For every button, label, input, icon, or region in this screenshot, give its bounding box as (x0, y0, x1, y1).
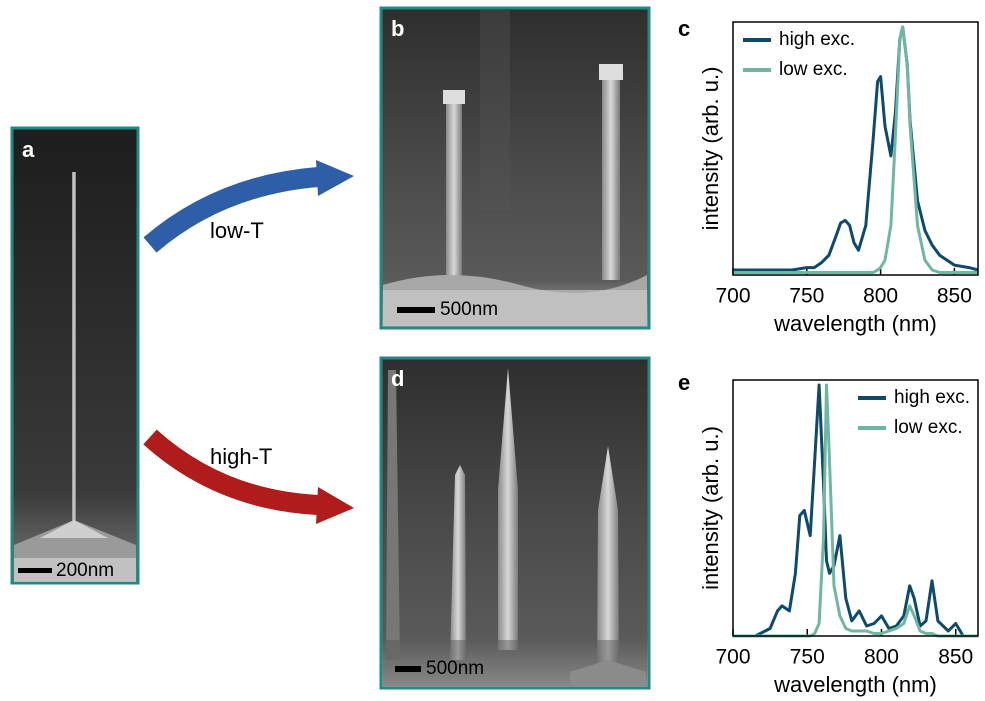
arrow-head (316, 160, 354, 196)
sem-panel-b: b 500nm (379, 6, 651, 330)
arrow-label: low-T (210, 218, 264, 243)
x-tick-label: 850 (937, 285, 972, 308)
x-tick-label: 700 (715, 646, 750, 669)
arrows: low-T high-T (143, 160, 354, 524)
x-tick-label: 800 (864, 646, 899, 669)
x-axis-label: wavelength (nm) (773, 311, 937, 336)
panel-label: c (678, 16, 690, 41)
x-tick-label: 750 (789, 285, 824, 308)
x-tick-label: 850 (938, 646, 973, 669)
y-axis-label: intensity (arb. u.) (698, 426, 723, 590)
x-tick-label: 750 (790, 646, 825, 669)
panel-label: d (391, 366, 404, 391)
arrow (143, 429, 319, 515)
x-tick-label: 800 (863, 285, 898, 308)
legend-label: high exc. (894, 387, 970, 408)
panel-label: e (678, 370, 690, 395)
scale-bar-label: 500nm (440, 299, 498, 320)
panel-label: b (391, 16, 404, 41)
legend-label: low exc. (894, 417, 963, 438)
sem-panel-d: d 500nm (379, 356, 651, 690)
plot-frame (732, 379, 979, 637)
legend-label: high exc. (779, 29, 855, 50)
arrow-label: high-T (210, 444, 272, 469)
sem-panel-a: a 200nm (10, 126, 140, 585)
spectrum-line (733, 25, 979, 272)
scale-bar-label: 500nm (426, 658, 484, 679)
plot-frame (732, 21, 979, 276)
x-axis-label: wavelength (nm) (773, 672, 937, 697)
y-axis-label: intensity (arb. u.) (698, 67, 723, 231)
panel-label: a (22, 137, 35, 162)
spectrum-line (733, 25, 978, 274)
scale-bar-label: 200nm (56, 560, 114, 581)
spectrum-line (733, 383, 978, 638)
x-tick-label: 700 (715, 285, 750, 308)
arrow-head (316, 487, 354, 524)
legend-label: low exc. (779, 59, 848, 80)
arrow (143, 167, 319, 253)
